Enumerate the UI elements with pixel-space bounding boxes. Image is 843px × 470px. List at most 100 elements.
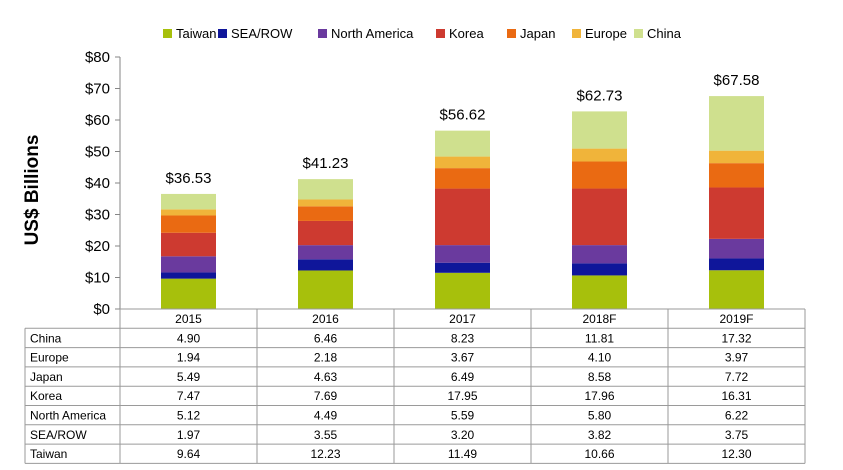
bar-segment-europe-4 (709, 150, 764, 164)
bar-segment-taiwan-0 (161, 278, 216, 309)
total-label-2: $56.62 (440, 107, 486, 124)
bar-segment-taiwan-4 (709, 270, 764, 309)
y-tick-label-7: $70 (85, 81, 110, 98)
bar-segment-korea-4 (709, 187, 764, 239)
table-cell-0-2: 8.23 (451, 331, 475, 345)
table-row-label-3: Korea (30, 389, 62, 403)
table-cell-2-0: 5.49 (177, 370, 201, 384)
total-label-0: $36.53 (166, 170, 212, 187)
bar-segment-taiwan-3 (572, 275, 627, 309)
table-cell-5-0: 1.97 (177, 428, 201, 442)
table-row-label-2: Japan (30, 370, 63, 384)
table-cell-5-1: 3.55 (314, 428, 338, 442)
y-tick-label-4: $40 (85, 175, 110, 192)
bar-segment-korea-0 (161, 232, 216, 257)
bar-segment-china-4 (709, 96, 764, 151)
bar-segment-north-america-3 (572, 245, 627, 264)
bar-segment-sea-row-2 (435, 262, 490, 273)
bar-segment-korea-1 (298, 220, 353, 246)
table-cell-3-3: 17.96 (584, 389, 614, 403)
table-row-label-6: Taiwan (30, 447, 67, 461)
table-cell-0-0: 4.90 (177, 331, 201, 345)
table-cell-1-0: 1.94 (177, 351, 201, 365)
y-tick-label-1: $10 (85, 270, 110, 287)
legend-label-6: China (647, 26, 682, 41)
bar-segment-korea-2 (435, 188, 490, 246)
table-cell-5-2: 3.20 (451, 428, 475, 442)
category-label-0: 2015 (175, 312, 202, 326)
bar-segment-north-america-0 (161, 256, 216, 273)
table-cell-6-3: 10.66 (584, 447, 614, 461)
table-cell-6-4: 12.30 (721, 447, 751, 461)
y-tick-label-6: $60 (85, 112, 110, 129)
legend: Taiwan SEA/ROW North America Korea Japan Euro… (163, 26, 682, 41)
bar-segment-china-2 (435, 130, 490, 157)
y-tick-label-8: $80 (85, 49, 110, 66)
table-row-label-4: North America (30, 409, 106, 423)
legend-swatch-1 (218, 29, 227, 38)
table-cell-2-3: 8.58 (588, 370, 612, 384)
table-cell-0-4: 17.32 (721, 331, 751, 345)
bar-segment-north-america-4 (709, 238, 764, 259)
table-cell-3-0: 7.47 (177, 389, 201, 403)
legend-label-2: North America (331, 26, 414, 41)
table-row-label-0: China (30, 331, 62, 345)
bar-segment-sea-row-4 (709, 258, 764, 271)
total-label-3: $62.73 (577, 87, 623, 104)
legend-swatch-0 (163, 29, 172, 38)
total-label-1: $41.23 (303, 155, 349, 172)
bar-segment-japan-1 (298, 206, 353, 221)
table-cell-5-4: 3.75 (725, 428, 749, 442)
table-row-label-1: Europe (30, 351, 69, 365)
bar-segment-sea-row-0 (161, 272, 216, 279)
category-label-2: 2017 (449, 312, 476, 326)
table-cell-3-4: 16.31 (721, 389, 751, 403)
bar-segment-japan-4 (709, 163, 764, 188)
table-cell-6-0: 9.64 (177, 447, 201, 461)
legend-label-4: Japan (520, 26, 555, 41)
y-axis-ticks: $0 $10 $20 $30 $40 $50 $60 $70 $80 (85, 49, 120, 318)
table-cell-1-3: 4.10 (588, 351, 612, 365)
legend-swatch-4 (507, 29, 516, 38)
table-cell-3-1: 7.69 (314, 389, 338, 403)
total-labels: $36.53 $41.23 $56.62 $62.73 $67.58 (166, 72, 760, 187)
bar-segment-china-3 (572, 111, 627, 149)
table-cell-4-4: 6.22 (725, 409, 749, 423)
y-axis-title: US$ Billions (22, 135, 43, 246)
bar-segment-sea-row-3 (572, 263, 627, 276)
legend-label-5: Europe (585, 26, 627, 41)
bar-segment-europe-3 (572, 148, 627, 162)
bar-segment-north-america-1 (298, 245, 353, 260)
legend-label-0: Taiwan (176, 26, 216, 41)
table-cell-1-2: 3.67 (451, 351, 475, 365)
y-tick-label-0: $0 (93, 301, 110, 318)
legend-label-1: SEA/ROW (231, 26, 293, 41)
y-tick-label-5: $50 (85, 144, 110, 161)
table-cell-4-3: 5.80 (588, 409, 612, 423)
table-cell-5-3: 3.82 (588, 428, 612, 442)
bar-segment-china-0 (161, 193, 216, 210)
bar-segment-japan-3 (572, 161, 627, 189)
bar-segment-europe-1 (298, 199, 353, 207)
legend-swatch-5 (572, 29, 581, 38)
bar-segment-sea-row-1 (298, 259, 353, 271)
category-label-4: 2019F (719, 312, 753, 326)
legend-swatch-2 (318, 29, 327, 38)
table-cell-6-1: 12.23 (310, 447, 340, 461)
bar-segment-japan-2 (435, 168, 490, 189)
category-label-3: 2018F (582, 312, 616, 326)
table-cell-4-0: 5.12 (177, 409, 201, 423)
bar-segment-china-1 (298, 179, 353, 200)
bar-segment-taiwan-2 (435, 272, 490, 309)
table-cell-6-2: 11.49 (448, 447, 477, 461)
table-cell-2-1: 4.63 (314, 370, 338, 384)
bar-segment-japan-0 (161, 215, 216, 233)
category-label-1: 2016 (312, 312, 339, 326)
bar-segment-europe-2 (435, 156, 490, 169)
table-cell-3-2: 17.95 (447, 389, 477, 403)
table-cell-1-4: 3.97 (725, 351, 749, 365)
bar-segment-taiwan-1 (298, 270, 353, 309)
table-cell-4-1: 4.49 (314, 409, 338, 423)
legend-swatch-3 (436, 29, 445, 38)
